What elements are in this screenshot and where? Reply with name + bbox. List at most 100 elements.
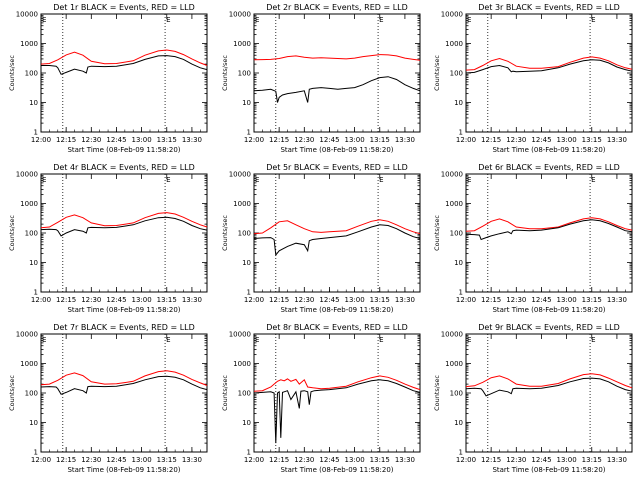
marker-label: E xyxy=(255,16,259,24)
y-tick-label: 10 xyxy=(242,99,251,107)
plot-frame xyxy=(253,173,421,293)
events-series-line xyxy=(41,55,208,75)
y-tick-label: 100 xyxy=(25,230,38,238)
y-tick-label: 10 xyxy=(29,259,38,267)
panel-title: Det 7r BLACK = Events, RED = LLD xyxy=(53,323,195,332)
panel-det-6: Det 6r BLACK = Events, RED = LLD E E 1 10 100… xyxy=(433,163,633,314)
y-axis-label: Counts/sec xyxy=(433,375,441,411)
y-tick-label: 10000 xyxy=(441,11,463,19)
y-tick-label: 100 xyxy=(25,390,38,398)
marker-label: E xyxy=(467,16,471,24)
x-tick-label: 12:30 xyxy=(81,456,101,464)
panel-det-3: Det 3r BLACK = Events, RED = LLD E E 1 10 100… xyxy=(433,3,633,154)
x-axis-label: Start Time (08-Feb-09 11:58:20) xyxy=(280,466,393,474)
lld-series-line xyxy=(40,212,208,229)
y-tick-label: 1 xyxy=(34,449,38,457)
plot-frame xyxy=(465,13,633,133)
x-tick-label: 12:15 xyxy=(56,456,76,464)
y-tick-label: 10 xyxy=(29,99,38,107)
y-axis-label: Counts/sec xyxy=(8,375,16,411)
x-tick-label: 13:30 xyxy=(182,456,202,464)
x-tick-label: 12:45 xyxy=(106,296,126,304)
lld-series-line xyxy=(40,49,208,66)
y-tick-label: 1000 xyxy=(20,360,38,368)
x-tick-label: 12:00 xyxy=(456,136,476,144)
x-tick-label: 12:00 xyxy=(456,296,476,304)
panel-title: Det 2r BLACK = Events, RED = LLD xyxy=(266,3,408,12)
y-axis-label: Counts/sec xyxy=(433,215,441,251)
x-tick-label: 12:30 xyxy=(506,456,526,464)
x-tick-label: 12:15 xyxy=(481,136,501,144)
events-series-line xyxy=(40,375,208,395)
panel-title: Det 6r BLACK = Events, RED = LLD xyxy=(478,163,620,172)
panel-det-5: Det 5r BLACK = Events, RED = LLD E E 1 10 100… xyxy=(221,163,421,314)
events-series-line xyxy=(465,377,633,397)
x-tick-label: 13:30 xyxy=(607,136,627,144)
y-tick-label: 1 xyxy=(247,289,251,297)
marker-label: E xyxy=(591,16,595,24)
y-tick-label: 1000 xyxy=(233,40,251,48)
y-tick-label: 1 xyxy=(459,129,463,137)
marker-label: E xyxy=(166,176,170,184)
x-tick-label: 12:45 xyxy=(531,136,551,144)
x-tick-label: 12:45 xyxy=(319,456,339,464)
y-tick-label: 10000 xyxy=(229,171,251,179)
x-tick-label: 13:00 xyxy=(345,136,365,144)
x-tick-label: 13:00 xyxy=(345,456,365,464)
x-tick-label: 13:15 xyxy=(370,136,390,144)
y-tick-label: 1 xyxy=(34,129,38,137)
panel-title: Det 9r BLACK = Events, RED = LLD xyxy=(478,323,620,332)
x-axis-label: Start Time (08-Feb-09 11:58:20) xyxy=(67,146,180,154)
x-tick-label: 13:00 xyxy=(132,296,152,304)
y-tick-label: 10 xyxy=(454,419,463,427)
y-tick-label: 10 xyxy=(454,259,463,267)
lld-series-line xyxy=(465,56,633,71)
x-tick-label: 12:00 xyxy=(244,296,264,304)
panel-title: Det 4r BLACK = Events, RED = LLD xyxy=(53,163,195,172)
lld-series-line xyxy=(40,370,208,386)
marker-label: E xyxy=(166,336,170,344)
panel-title: Det 5r BLACK = Events, RED = LLD xyxy=(266,163,408,172)
y-tick-label: 1000 xyxy=(445,40,463,48)
marker-label: E xyxy=(166,16,170,24)
x-tick-label: 12:45 xyxy=(106,136,126,144)
x-tick-label: 12:45 xyxy=(531,296,551,304)
plot-frame xyxy=(253,13,421,133)
x-tick-label: 12:30 xyxy=(294,296,314,304)
x-tick-label: 12:30 xyxy=(506,136,526,144)
x-axis-label: Start Time (08-Feb-09 11:58:20) xyxy=(492,306,605,314)
x-axis-label: Start Time (08-Feb-09 11:58:20) xyxy=(492,466,605,474)
y-tick-label: 10000 xyxy=(229,11,251,19)
y-tick-label: 10000 xyxy=(16,171,38,179)
x-tick-label: 13:30 xyxy=(182,296,202,304)
x-tick-label: 13:15 xyxy=(157,456,177,464)
x-tick-label: 12:15 xyxy=(269,136,289,144)
y-tick-label: 10 xyxy=(242,419,251,427)
marker-label: E xyxy=(379,176,383,184)
panel-title: Det 1r BLACK = Events, RED = LLD xyxy=(53,3,195,12)
panel-det-4: Det 4r BLACK = Events, RED = LLD E E 1 10 100… xyxy=(8,163,208,314)
y-tick-label: 1000 xyxy=(445,360,463,368)
x-tick-label: 12:15 xyxy=(269,456,289,464)
x-tick-label: 13:30 xyxy=(395,456,415,464)
x-tick-label: 12:15 xyxy=(481,456,501,464)
x-tick-label: 13:15 xyxy=(582,136,602,144)
x-tick-label: 12:45 xyxy=(319,296,339,304)
marker-label: E xyxy=(467,176,471,184)
x-tick-label: 12:30 xyxy=(506,296,526,304)
marker-label: E xyxy=(42,16,46,24)
plot-frame xyxy=(465,333,633,453)
y-tick-label: 1000 xyxy=(20,200,38,208)
panel-det-1: Det 1r BLACK = Events, RED = LLD E E 1 10 100… xyxy=(8,3,208,154)
y-tick-label: 1 xyxy=(247,129,251,137)
y-tick-label: 100 xyxy=(450,390,463,398)
x-tick-label: 12:15 xyxy=(56,136,76,144)
x-tick-label: 12:00 xyxy=(456,456,476,464)
x-tick-label: 12:15 xyxy=(56,296,76,304)
lld-series-line xyxy=(253,219,421,235)
x-tick-label: 12:30 xyxy=(81,136,101,144)
y-axis-label: Counts/sec xyxy=(8,55,16,91)
panel-det-7: Det 7r BLACK = Events, RED = LLD E E 1 10 100… xyxy=(8,323,208,474)
events-series-line xyxy=(253,224,421,257)
x-axis-label: Start Time (08-Feb-09 11:58:20) xyxy=(492,146,605,154)
